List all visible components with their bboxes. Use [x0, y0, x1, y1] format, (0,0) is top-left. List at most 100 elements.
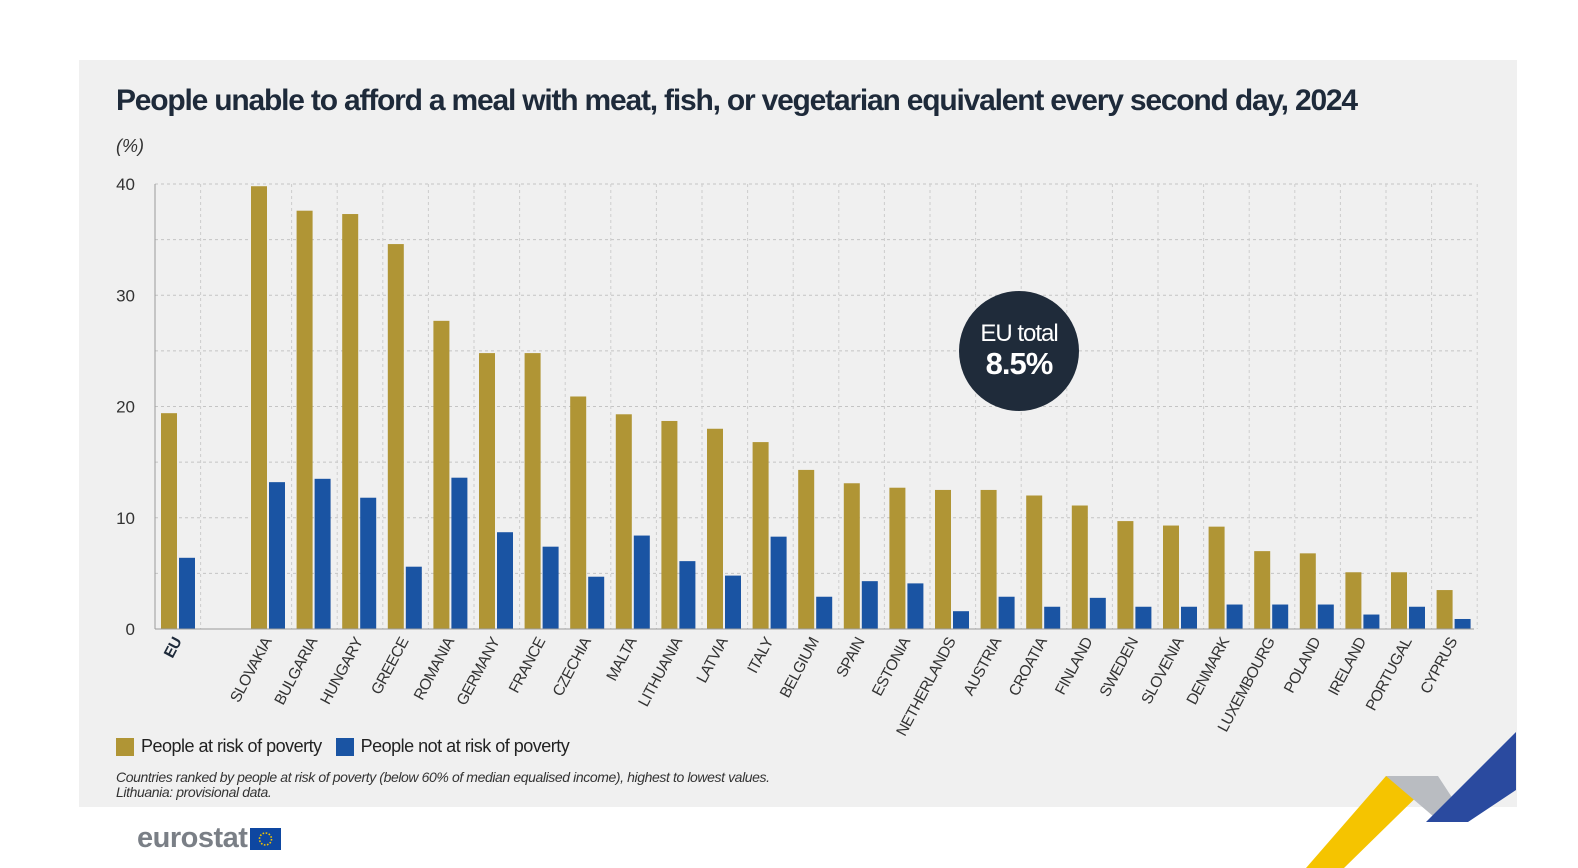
x-tick-label: IRELAND	[1325, 635, 1370, 699]
bar-at-risk-cyprus	[1436, 590, 1453, 629]
gridlines	[155, 183, 1478, 629]
eu-total-label: EU total	[980, 320, 1058, 347]
bar-at-risk-netherlands	[935, 489, 951, 629]
bar-not-at-risk-denmark	[1226, 604, 1243, 629]
bar-not-at-risk-ireland	[1363, 614, 1380, 629]
bar-at-risk-slovenia	[1163, 525, 1179, 629]
y-tick-label: 40	[116, 175, 135, 194]
y-tick-label: 0	[126, 620, 135, 639]
bar-at-risk-italy	[752, 442, 769, 629]
bar-not-at-risk-italy	[770, 536, 787, 629]
x-tick-label: LITHUANIA	[635, 634, 686, 710]
bar-at-risk-portugal	[1391, 572, 1407, 629]
bar-at-risk-spain	[843, 483, 860, 629]
x-tick-label: DENMARK	[1184, 634, 1234, 708]
bar-not-at-risk-latvia	[725, 575, 741, 629]
bar-at-risk-finland	[1071, 505, 1088, 629]
bar-at-risk-ireland	[1345, 572, 1362, 629]
x-tick-label: POLAND	[1281, 635, 1324, 696]
bar-at-risk-romania	[433, 320, 450, 629]
bar-not-at-risk-spain	[861, 581, 878, 629]
bar-at-risk-denmark	[1208, 526, 1225, 629]
bar-at-risk-malta	[615, 414, 632, 629]
bar-not-at-risk-france	[542, 546, 559, 629]
bar-not-at-risk-luxembourg	[1272, 604, 1289, 629]
legend-swatch-not-at-risk	[335, 737, 354, 756]
bar-at-risk-sweden	[1117, 521, 1134, 629]
x-tick-label: BELGIUM	[777, 635, 823, 701]
bar-not-at-risk-netherlands	[953, 611, 969, 629]
x-tick-label: HUNGARY	[317, 635, 366, 708]
bar-not-at-risk-hungary	[360, 497, 377, 629]
legend: People at risk of poverty People not at …	[116, 736, 583, 757]
bar-at-risk-slovakia	[251, 186, 267, 629]
bar-at-risk-bulgaria	[296, 210, 313, 629]
bar-at-risk-eu	[161, 413, 177, 629]
bar-at-risk-hungary	[342, 214, 359, 629]
bar-at-risk-croatia	[1026, 495, 1043, 629]
logo-text: eurostat	[137, 822, 248, 854]
x-tick-label: PORTUGAL	[1363, 634, 1416, 714]
x-tick-label: EU	[161, 635, 186, 661]
bar-not-at-risk-belgium	[816, 596, 833, 629]
bar-at-risk-czechia	[570, 396, 587, 629]
eu-total-value: 8.5%	[985, 346, 1054, 381]
bar-not-at-risk-slovenia	[1181, 606, 1197, 629]
bar-at-risk-estonia	[889, 487, 906, 629]
bar-not-at-risk-cyprus	[1454, 618, 1471, 629]
x-tick-label: ROMANIA	[411, 634, 459, 703]
bar-at-risk-lithuania	[661, 420, 678, 629]
y-tick-label: 10	[116, 509, 135, 528]
bar-at-risk-poland	[1299, 553, 1316, 629]
x-tick-label: GREECE	[368, 635, 412, 698]
x-tick-label: FRANCE	[506, 635, 549, 696]
x-tick-label: LATVIA	[694, 634, 732, 686]
footnotes: Countries ranked by people at risk of po…	[116, 770, 770, 800]
bar-not-at-risk-romania	[451, 477, 468, 629]
legend-label-not-at-risk: People not at risk of poverty	[360, 736, 570, 756]
x-tick-label: CYPRUS	[1417, 635, 1461, 697]
bar-not-at-risk-greece	[405, 566, 422, 629]
bar-at-risk-austria	[980, 489, 997, 629]
bar-at-risk-latvia	[707, 428, 723, 629]
x-tick-label: ITALY	[744, 635, 777, 677]
footnote-lithuania: Lithuania: provisional data.	[116, 784, 272, 800]
x-tick-label: CZECHIA	[550, 634, 596, 699]
x-tick-label: FINLAND	[1052, 635, 1096, 698]
axes: 0 10 20 30 40	[116, 175, 1474, 639]
eu-flag-icon	[250, 827, 282, 850]
bar-at-risk-france	[524, 353, 541, 629]
bar-not-at-risk-estonia	[907, 583, 924, 629]
x-tick-label: BULGARIA	[272, 634, 322, 708]
bar-not-at-risk-finland	[1089, 597, 1106, 629]
bar-not-at-risk-austria	[998, 596, 1015, 629]
legend-swatch-at-risk	[116, 737, 134, 756]
x-tick-label: SLOVAKIA	[227, 634, 276, 706]
x-tick-label: SLOVENIA	[1138, 634, 1188, 707]
legend-label-at-risk: People at risk of poverty	[141, 736, 322, 756]
x-tick-label: GERMANY	[454, 635, 504, 709]
bar-at-risk-greece	[387, 244, 404, 629]
x-tick-label: MALTA	[604, 634, 641, 684]
legend-item-not-at-risk: People not at risk of poverty	[335, 736, 570, 757]
bar-not-at-risk-portugal	[1409, 606, 1425, 629]
bar-not-at-risk-germany	[497, 532, 513, 629]
bar-at-risk-belgium	[798, 469, 815, 629]
x-tick-label: CROATIA	[1006, 634, 1051, 699]
bars	[161, 186, 1471, 629]
x-tick-label: AUSTRIA	[961, 634, 1006, 699]
x-tick-label: SWEDEN	[1097, 635, 1142, 700]
decorative-chevron-icon	[1306, 732, 1516, 868]
y-tick-label: 30	[116, 286, 135, 305]
bar-not-at-risk-lithuania	[679, 561, 696, 629]
bar-not-at-risk-bulgaria	[314, 478, 331, 629]
bar-at-risk-germany	[479, 353, 495, 629]
x-tick-label: SPAIN	[833, 635, 868, 680]
bar-not-at-risk-croatia	[1044, 606, 1061, 629]
x-tick-label: ESTONIA	[869, 634, 914, 699]
footnote-ranking: Countries ranked by people at risk of po…	[116, 769, 770, 785]
chart-title: People unable to afford a meal with meat…	[116, 84, 1358, 117]
y-axis-unit: (%)	[116, 136, 144, 156]
